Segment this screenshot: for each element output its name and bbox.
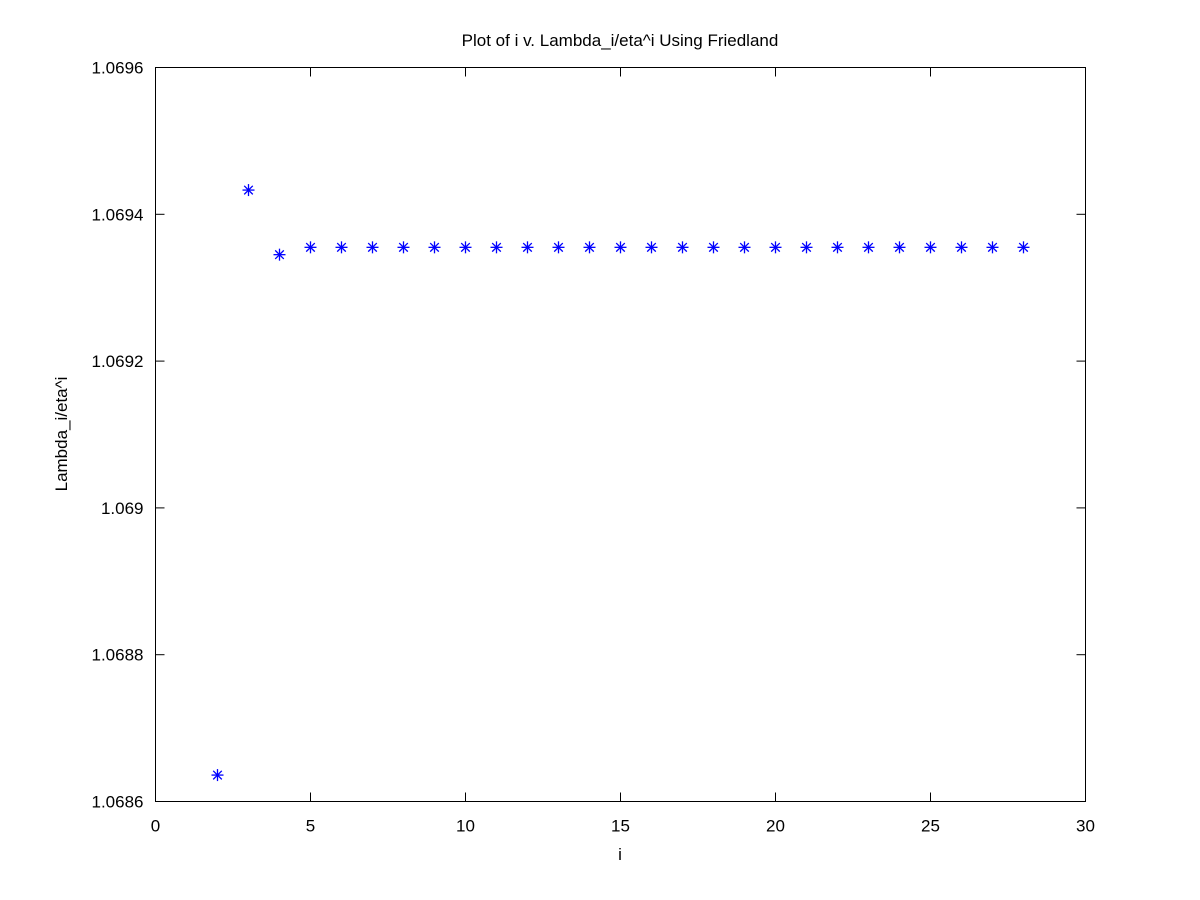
- data-point: [738, 241, 751, 254]
- data-point: [893, 241, 906, 254]
- y-tick-label: 1.0688: [92, 646, 144, 665]
- x-axis-label: i: [618, 845, 622, 864]
- data-point: [335, 241, 348, 254]
- data-point: [800, 241, 813, 254]
- data-point: [273, 248, 286, 261]
- x-tick-label: 25: [921, 817, 940, 836]
- data-point: [490, 241, 503, 254]
- x-tick-label: 10: [456, 817, 475, 836]
- data-point: [211, 769, 224, 782]
- data-point: [862, 241, 875, 254]
- data-point: [242, 184, 255, 197]
- y-tick-label: 1.069: [101, 499, 144, 518]
- x-tick-label: 0: [151, 817, 160, 836]
- chart-title: Plot of i v. Lambda_i/eta^i Using Friedl…: [462, 31, 779, 50]
- y-tick-label: 1.0694: [92, 205, 144, 224]
- data-series: [211, 184, 1030, 782]
- data-point: [459, 241, 472, 254]
- y-tick-label: 1.0692: [92, 352, 144, 371]
- data-point: [614, 241, 627, 254]
- data-point: [1017, 241, 1030, 254]
- data-point: [645, 241, 658, 254]
- data-point: [769, 241, 782, 254]
- data-point: [955, 241, 968, 254]
- y-tick-label: 1.0696: [92, 59, 144, 78]
- data-point: [397, 241, 410, 254]
- data-point: [924, 241, 937, 254]
- data-point: [428, 241, 441, 254]
- data-point: [986, 241, 999, 254]
- y-axis-label: Lambda_i/eta^i: [52, 377, 71, 492]
- x-tick-label: 20: [766, 817, 785, 836]
- x-tick-label: 5: [306, 817, 315, 836]
- data-point: [552, 241, 565, 254]
- data-point: [707, 241, 720, 254]
- data-point: [521, 241, 534, 254]
- data-point: [304, 241, 317, 254]
- data-point: [831, 241, 844, 254]
- data-point: [366, 241, 379, 254]
- y-axis: 1.0686 1.0688 1.069 1.0692 1.0694 1.0696: [92, 59, 1086, 812]
- data-point: [676, 241, 689, 254]
- data-point: [583, 241, 596, 254]
- plot-frame: [155, 67, 1086, 802]
- y-tick-label: 1.0686: [92, 793, 144, 812]
- x-axis: 0 5 10 15 20 25 30: [151, 67, 1095, 836]
- x-tick-label: 15: [611, 817, 630, 836]
- x-tick-label: 30: [1076, 817, 1095, 836]
